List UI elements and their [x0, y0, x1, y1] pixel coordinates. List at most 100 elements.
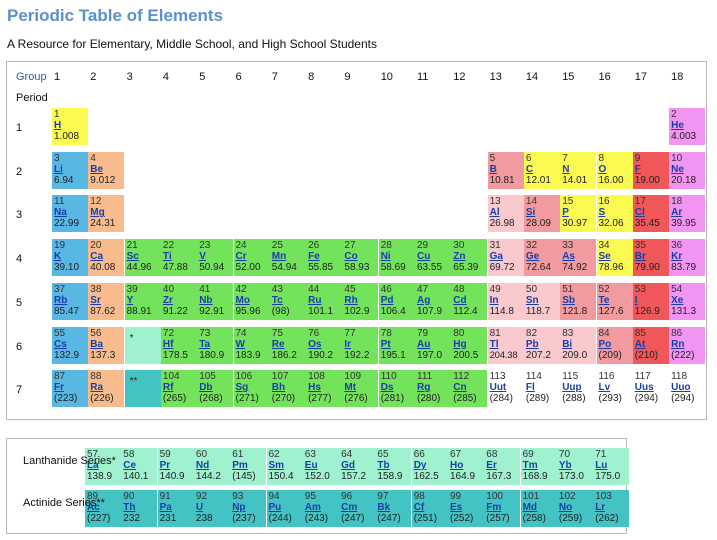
- element-cell[interactable]: 83 Bi 209.0: [560, 326, 597, 364]
- element-cell[interactable]: 72 Hf 178.5: [160, 326, 197, 364]
- element-symbol-link[interactable]: Ir: [344, 338, 352, 350]
- element-cell[interactable]: 46 Pd 106.4: [378, 282, 415, 320]
- element-symbol-link[interactable]: Hg: [453, 338, 467, 350]
- element-cell[interactable]: 38 Sr 87.62: [88, 282, 125, 320]
- element-cell[interactable]: 44 Ru 101.1: [306, 282, 343, 320]
- element-cell[interactable]: 24 Cr 52.00: [233, 239, 270, 277]
- element-cell[interactable]: 11 Na 22.99: [52, 195, 88, 233]
- element-symbol-link[interactable]: Fl: [525, 382, 535, 394]
- element-cell[interactable]: 47 Ag 107.9: [415, 282, 451, 320]
- element-symbol-link[interactable]: Cs: [54, 338, 67, 350]
- element-cell[interactable]: 71 Lu 175.0: [593, 448, 630, 485]
- element-symbol-link[interactable]: Pt: [380, 338, 391, 350]
- element-cell[interactable]: 67 Ho 164.9: [448, 448, 484, 485]
- element-cell[interactable]: 31 Ga 69.72: [487, 239, 524, 277]
- element-symbol-link[interactable]: P: [562, 207, 569, 219]
- element-cell[interactable]: 57 La 138.9: [85, 448, 121, 485]
- element-symbol-link[interactable]: Te: [598, 294, 610, 306]
- element-symbol-link[interactable]: No: [558, 502, 573, 513]
- element-symbol-link[interactable]: I: [634, 294, 638, 306]
- element-cell[interactable]: 17 Cl 35.45: [632, 195, 669, 233]
- element-symbol-link[interactable]: Ne: [671, 163, 684, 175]
- element-cell[interactable]: 74 W 183.9: [233, 326, 270, 364]
- element-cell[interactable]: 2 He 4.003: [669, 108, 706, 145]
- element-symbol-link[interactable]: Pb: [525, 338, 539, 350]
- element-cell[interactable]: 43 Tc (98): [269, 282, 306, 320]
- element-cell[interactable]: 90 Th 232: [121, 490, 158, 527]
- element-symbol-link[interactable]: Li: [54, 163, 63, 175]
- element-cell[interactable]: 20 Ca 40.08: [88, 239, 125, 277]
- element-cell[interactable]: 86 Rn (222): [669, 326, 706, 364]
- element-symbol-link[interactable]: Mo: [235, 294, 250, 306]
- element-symbol-link[interactable]: Pu: [268, 502, 282, 513]
- element-cell[interactable]: 117 Uus (294): [633, 370, 669, 407]
- element-cell[interactable]: 96 Cm (247): [339, 490, 376, 527]
- element-symbol-link[interactable]: Al: [489, 207, 500, 219]
- element-cell[interactable]: 40 Zr 91.22: [160, 282, 197, 320]
- element-cell[interactable]: 56 Ba 137.3: [88, 326, 125, 364]
- element-cell[interactable]: 35 Br 79.90: [632, 239, 669, 277]
- element-cell[interactable]: 118 Uuo (294): [669, 370, 705, 407]
- element-symbol-link[interactable]: Br: [634, 251, 646, 263]
- element-symbol-link[interactable]: Cf: [413, 502, 425, 513]
- element-cell[interactable]: 21 Sc 44.96: [124, 239, 161, 277]
- element-symbol-link[interactable]: Hf: [162, 338, 174, 350]
- element-cell[interactable]: 116 Lv (293): [597, 370, 633, 407]
- element-cell[interactable]: 59 Pr 140.9: [157, 448, 194, 485]
- element-cell[interactable]: 78 Pt 195.1: [378, 326, 415, 364]
- element-cell[interactable]: 39 Y 88.91: [124, 282, 161, 320]
- element-cell[interactable]: 92 U 238: [193, 490, 230, 527]
- element-symbol-link[interactable]: U: [195, 502, 204, 513]
- element-symbol-link[interactable]: Cr: [235, 251, 247, 263]
- element-cell[interactable]: 53 I 126.9: [632, 282, 669, 320]
- element-symbol-link[interactable]: Cd: [453, 294, 467, 306]
- element-cell[interactable]: 51 Sb 121.8: [560, 282, 597, 320]
- element-cell[interactable]: 14 Si 28.09: [523, 195, 560, 233]
- element-cell[interactable]: 104 Rf (265): [160, 370, 197, 408]
- element-symbol-link[interactable]: Th: [123, 502, 136, 513]
- element-cell[interactable]: 50 Sn 118.7: [523, 282, 560, 320]
- element-symbol-link[interactable]: Ge: [525, 251, 540, 263]
- element-symbol-link[interactable]: Es: [450, 502, 463, 513]
- element-cell[interactable]: 70 Yb 173.0: [556, 448, 593, 485]
- element-symbol-link[interactable]: Bh: [271, 382, 286, 394]
- element-cell[interactable]: 85 At (210): [632, 326, 669, 364]
- element-cell[interactable]: 58 Ce 140.1: [121, 448, 158, 485]
- element-cell[interactable]: 26 Fe 55.85: [306, 239, 343, 277]
- element-cell[interactable]: 93 Np (237): [230, 490, 267, 527]
- element-cell[interactable]: 9 F 19.00: [632, 151, 669, 189]
- element-symbol-link[interactable]: Ba: [90, 338, 104, 350]
- element-symbol-link[interactable]: Md: [522, 502, 538, 513]
- element-cell[interactable]: 103 Lr (262): [593, 490, 630, 527]
- element-cell[interactable]: 101 Md (258): [520, 490, 557, 527]
- element-symbol-link[interactable]: Nd: [195, 460, 210, 471]
- element-cell[interactable]: 97 Bk (247): [375, 490, 412, 527]
- element-cell[interactable]: 4 Be 9.012: [88, 151, 125, 189]
- element-symbol-link[interactable]: Nb: [199, 294, 213, 306]
- element-cell[interactable]: 82 Pb 207.2: [523, 326, 560, 364]
- element-symbol-link[interactable]: Pr: [159, 460, 171, 471]
- element-symbol-link[interactable]: Fm: [486, 502, 502, 513]
- element-symbol-link[interactable]: Pa: [159, 502, 172, 513]
- element-symbol-link[interactable]: C: [525, 163, 534, 175]
- element-cell[interactable]: 68 Er 167.3: [484, 448, 521, 485]
- element-symbol-link[interactable]: Yb: [558, 460, 572, 471]
- element-cell[interactable]: 100 Fm (257): [484, 490, 521, 527]
- element-cell[interactable]: 94 Pu (244): [266, 490, 303, 527]
- element-cell[interactable]: 33 As 74.92: [560, 239, 597, 277]
- element-symbol-link[interactable]: Cm: [341, 502, 358, 513]
- element-symbol-link[interactable]: In: [489, 294, 499, 306]
- element-cell[interactable]: 113 Uut (284): [488, 370, 524, 407]
- element-cell[interactable]: 18 Ar 39.95: [669, 195, 706, 233]
- element-cell[interactable]: 80 Hg 200.5: [451, 326, 488, 364]
- element-cell[interactable]: 5 B 10.81: [487, 151, 524, 189]
- element-symbol-link[interactable]: Tc: [271, 294, 283, 306]
- element-cell[interactable]: 23 V 50.94: [197, 239, 234, 277]
- element-symbol-link[interactable]: He: [671, 120, 684, 131]
- element-cell[interactable]: 29 Cu 63.55: [415, 239, 451, 277]
- element-cell[interactable]: 108 Hs (277): [306, 370, 343, 408]
- element-symbol-link[interactable]: Na: [54, 207, 67, 219]
- element-cell[interactable]: 105 Db (268): [197, 370, 234, 408]
- element-symbol-link[interactable]: Tm: [522, 460, 538, 471]
- element-cell[interactable]: 111 Rg (280): [415, 370, 451, 408]
